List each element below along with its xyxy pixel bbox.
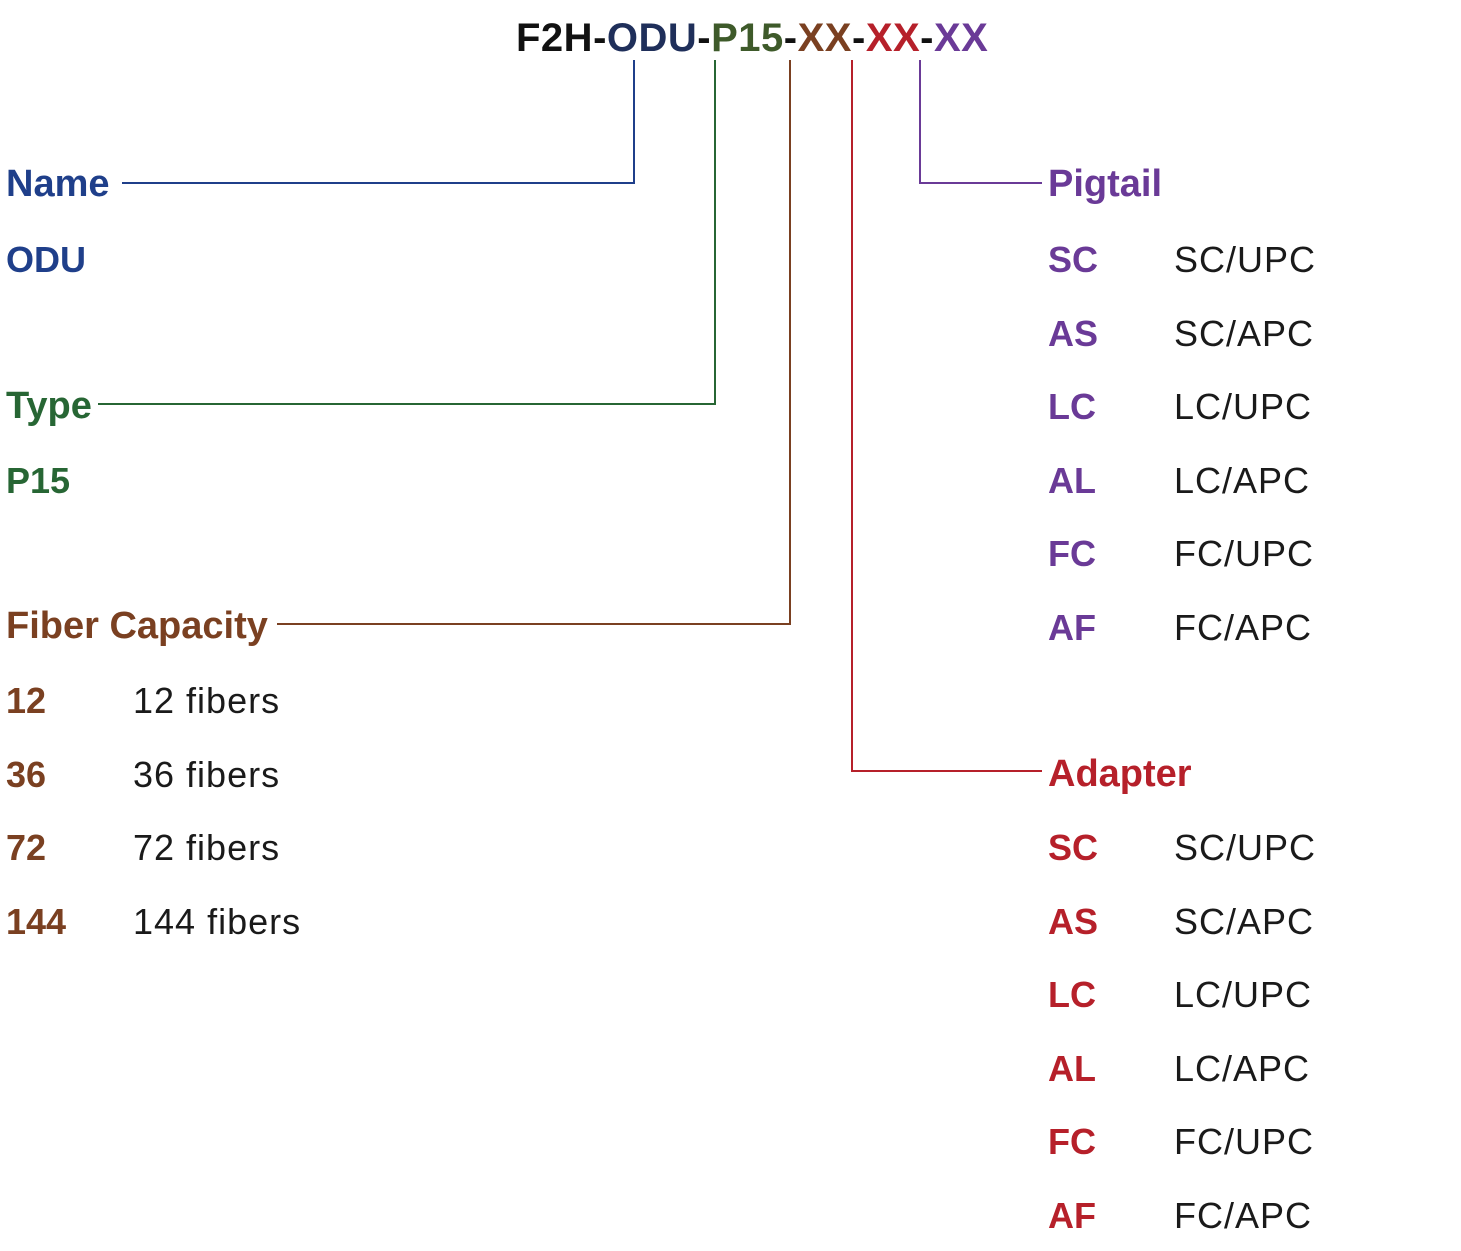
- fiber-option-desc: 72 fibers: [133, 827, 281, 868]
- adapter-option-code: FC: [1048, 1121, 1096, 1162]
- adapter-option-code: AF: [1048, 1195, 1096, 1236]
- pigtail-option-code: AL: [1048, 460, 1096, 501]
- adapter-option-desc: SC/APC: [1174, 901, 1315, 942]
- fiber-connector: [277, 60, 791, 625]
- pigtail-option-code: FC: [1048, 533, 1096, 574]
- adapter-option-desc: LC/APC: [1174, 1048, 1311, 1089]
- adapter-heading: Adapter: [1048, 753, 1192, 795]
- adapter-option-code: AL: [1048, 1048, 1096, 1089]
- adapter-option-desc: LC/UPC: [1174, 974, 1313, 1015]
- pigtail-option-code: SC: [1048, 239, 1099, 280]
- adapter-option-code: AS: [1048, 901, 1099, 942]
- adapter-option-code: LC: [1048, 974, 1096, 1015]
- code-separator: -: [593, 16, 607, 60]
- pigtail-option-code: AF: [1048, 607, 1096, 648]
- fiber-option-code: 72: [6, 827, 47, 868]
- code-separator: -: [697, 16, 712, 60]
- code-separator: -: [851, 16, 866, 60]
- pigtail-option-desc: SC/APC: [1174, 313, 1315, 354]
- pigtail-heading: Pigtail: [1048, 163, 1163, 205]
- pigtail-option-code: AS: [1048, 313, 1099, 354]
- code-adapter: XX: [865, 16, 921, 60]
- code-pigtail: XX: [934, 16, 989, 60]
- type-heading: Type: [6, 385, 92, 427]
- pigtail-option-desc: LC/APC: [1174, 460, 1311, 501]
- pigtail-option-desc: FC/UPC: [1174, 533, 1314, 574]
- pigtail-option-code: LC: [1048, 386, 1096, 427]
- fiber-option-code: 144: [6, 901, 67, 942]
- code-fiber-capacity: XX: [797, 16, 852, 60]
- adapter-option-code: SC: [1048, 827, 1099, 868]
- adapter-option-desc: SC/UPC: [1174, 827, 1317, 868]
- fiber-option-desc: 12 fibers: [133, 680, 281, 721]
- fiber-option-code: 36: [6, 754, 47, 795]
- code-separator: -: [920, 16, 934, 60]
- code-separator: -: [783, 16, 798, 60]
- fiber-option-desc: 36 fibers: [133, 754, 281, 795]
- adapter-option-desc: FC/UPC: [1174, 1121, 1314, 1162]
- pigtail-option-desc: SC/UPC: [1174, 239, 1317, 280]
- code-prefix: F2H: [516, 16, 594, 60]
- fiber-capacity-heading: Fiber Capacity: [6, 605, 268, 647]
- pigtail-option-desc: LC/UPC: [1174, 386, 1313, 427]
- type-connector: [98, 60, 716, 405]
- type-value: P15: [6, 460, 71, 501]
- name-heading: Name: [6, 163, 110, 205]
- pigtail-connector: [919, 60, 1042, 184]
- code-type: P15: [711, 16, 784, 60]
- model-code: F2H-ODU-P15-XX-XX-XX: [516, 14, 988, 62]
- adapter-connector: [851, 60, 1042, 772]
- fiber-option-desc: 144 fibers: [133, 901, 302, 942]
- fiber-option-code: 12: [6, 680, 47, 721]
- pigtail-option-desc: FC/APC: [1174, 607, 1313, 648]
- code-name: ODU: [606, 16, 698, 60]
- name-connector: [122, 60, 635, 184]
- name-value: ODU: [6, 239, 86, 280]
- adapter-option-desc: FC/APC: [1174, 1195, 1313, 1236]
